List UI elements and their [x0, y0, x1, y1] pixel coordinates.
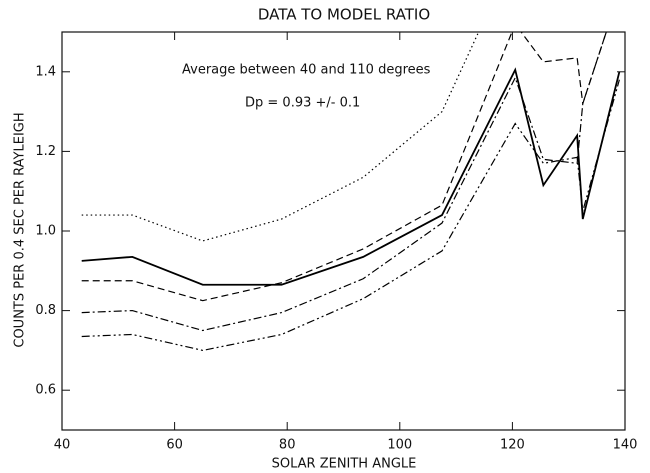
y-tick-label: 1.4 — [35, 64, 56, 79]
series-line — [81, 32, 607, 302]
y-tick-label: 0.6 — [35, 383, 56, 398]
x-axis-label: SOLAR ZENITH ANGLE — [272, 457, 417, 472]
plot-frame — [61, 31, 626, 431]
x-tick-label: 60 — [166, 438, 183, 453]
y-tick-label: 1.2 — [35, 144, 56, 159]
x-tick-label: 140 — [613, 438, 638, 453]
x-tick-label: 100 — [387, 438, 412, 453]
chart-title: DATA TO MODEL RATIO — [258, 6, 430, 24]
series-line — [81, 67, 621, 286]
y-axis-label: COUNTS PER 0.4 SEC PER RAYLEIGH — [13, 112, 28, 347]
y-tick-label: 1.0 — [35, 224, 56, 239]
x-tick-label: 80 — [279, 438, 296, 453]
series-line — [81, 79, 620, 352]
x-tick-label: 40 — [54, 438, 71, 453]
plot-area — [81, 32, 621, 352]
annotation: Average between 40 and 110 degrees — [182, 63, 431, 78]
series-line — [81, 32, 607, 332]
y-tick-label: 0.8 — [35, 303, 56, 318]
x-tick-label: 120 — [500, 438, 525, 453]
series-line — [81, 32, 480, 242]
annotation: Dp = 0.93 +/- 0.1 — [245, 96, 360, 111]
